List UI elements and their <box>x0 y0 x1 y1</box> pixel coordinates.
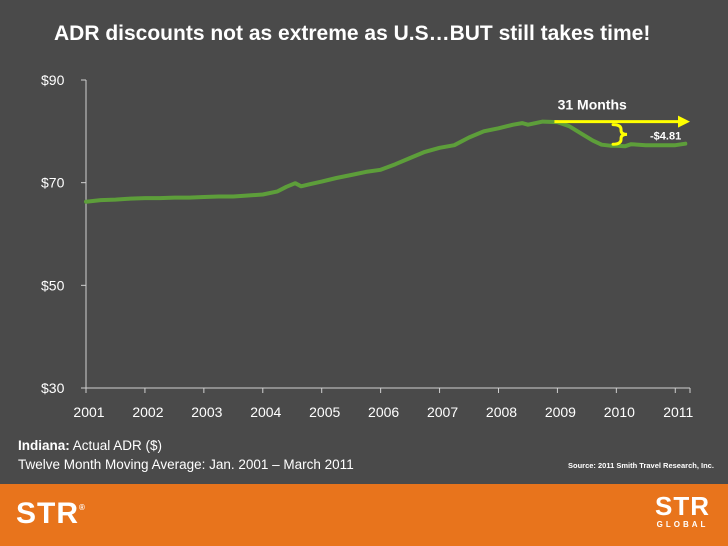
annotations-group: 31 Months -$4.81 <box>554 97 690 146</box>
str-global-logo: STR GLOBAL <box>655 493 710 529</box>
x-tick-label: 2002 <box>132 404 163 420</box>
x-axis-ticks: 2001 2002 2003 2004 2005 2006 2007 2008 2009 2010… <box>73 388 694 420</box>
chart-caption: Indiana: Actual ADR ($) Twelve Month Mov… <box>18 436 354 474</box>
adr-series-line <box>84 119 688 204</box>
metric-label: Actual ADR ($) <box>69 438 163 453</box>
difference-brace <box>611 123 628 146</box>
x-tick-label: 2003 <box>191 404 222 420</box>
chart-axes <box>85 80 690 389</box>
str-global-logo-sub: GLOBAL <box>656 520 709 529</box>
footer-bar: STR® STR GLOBAL <box>0 484 728 546</box>
registered-mark: ® <box>79 503 86 512</box>
adr-line-chart: $90$70$50$30 2001 2002 2003 2004 2005 2006 200… <box>41 72 694 420</box>
x-tick-label: 2010 <box>604 404 635 420</box>
months-arrow-head <box>678 115 690 128</box>
x-tick-label: 2005 <box>309 404 340 420</box>
y-tick-label: $50 <box>41 277 65 293</box>
chart-title: ADR discounts not as extreme as U.S…BUT … <box>54 22 651 45</box>
x-tick-label: 2009 <box>545 404 576 420</box>
difference-annotation-label: -$4.81 <box>650 130 681 142</box>
x-tick-label: 2007 <box>427 404 458 420</box>
str-logo-text: STR <box>16 497 79 530</box>
x-tick-label: 2008 <box>486 404 517 420</box>
series-group <box>84 119 688 204</box>
x-tick-label: 2011 <box>663 404 693 420</box>
y-axis-ticks: $90 $70 $50 $30 <box>41 72 86 396</box>
x-tick-label: 2006 <box>368 404 399 420</box>
str-logo: STR® <box>16 497 86 531</box>
market-label: Indiana: <box>18 438 70 453</box>
y-tick-label: $70 <box>41 175 65 191</box>
months-annotation-label: 31 Months <box>558 97 627 113</box>
caption-subtitle: Twelve Month Moving Average: Jan. 2001 –… <box>18 457 354 472</box>
y-tick-label: $90 <box>41 72 65 88</box>
x-tick-label: 2001 <box>73 404 104 420</box>
source-note: Source: 2011 Smith Travel Research, Inc. <box>568 461 714 470</box>
y-tick-label: $30 <box>41 380 65 396</box>
x-tick-label: 2004 <box>250 404 281 420</box>
str-global-logo-text: STR <box>655 491 710 521</box>
